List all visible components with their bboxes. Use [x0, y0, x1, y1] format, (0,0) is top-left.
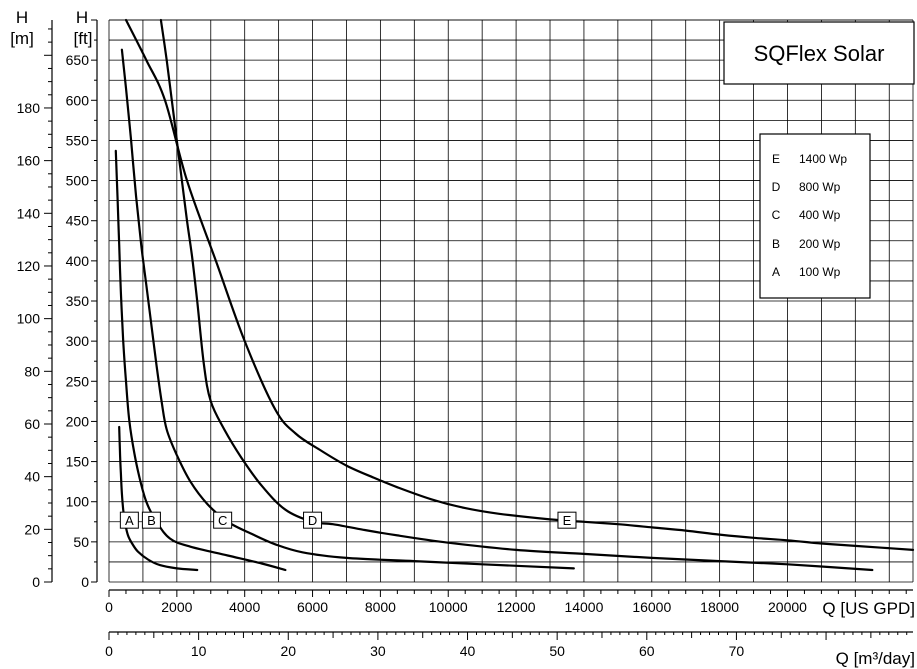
- y-axis-m-tick-label: 100: [17, 311, 41, 327]
- curve-label-box: [557, 511, 577, 529]
- x-axis-m3-tick-label: 10: [191, 643, 207, 659]
- x-axis-m3-tick-label: 70: [729, 643, 745, 659]
- legend-entry: D 800 Wp: [772, 180, 841, 194]
- curve-label-c: C: [218, 513, 227, 528]
- y-axis-ft-tick-label: 550: [66, 132, 90, 148]
- curve-d: [159, 18, 874, 572]
- x-axis-gpd-tick-label: 14000: [564, 599, 603, 615]
- y-axis-m-tick-label: 80: [24, 363, 40, 379]
- y-axis-m-tick-label: 0: [32, 574, 40, 590]
- curve-a: [118, 425, 199, 572]
- y-axis-ft-tick-label: 450: [66, 213, 90, 229]
- y-axis-ft-tick-label: 300: [66, 333, 90, 349]
- y-axis-m-tick-label: 160: [17, 153, 41, 169]
- curve-label-box: [213, 511, 233, 529]
- curve-label-b: B: [147, 513, 156, 528]
- x-axis-m3-tick-label: 60: [639, 643, 655, 659]
- legend-key: E: [772, 152, 780, 166]
- y-axis-ft-tick-label: 100: [66, 494, 90, 510]
- y-axis-ft-tick-label: 200: [66, 413, 90, 429]
- x-axis-m3-tick-label: 50: [549, 643, 565, 659]
- chart-title: SQFlex Solar: [754, 41, 885, 66]
- axes: 0501001502002503003504004505005506006500…: [17, 19, 913, 659]
- legend: E 1400 Wp D 800 Wp C 400 Wp B 200 Wp A 1…: [759, 133, 871, 299]
- y-axis-ft-tick-label: 350: [66, 293, 90, 309]
- y-axis-m-tick-label: 60: [24, 416, 40, 432]
- x-axis-m3-tick-label: 20: [280, 643, 296, 659]
- y-axis-ft-tick-label: 600: [66, 92, 90, 108]
- y-axis-ft-title-unit: [ft]: [74, 29, 93, 48]
- x-axis-gpd-tick-label: 18000: [700, 599, 739, 615]
- curve-label-d: D: [308, 513, 317, 528]
- x-axis-m3-title: Q [m³/day]: [836, 649, 915, 668]
- x-axis-gpd-tick-label: 20000: [768, 599, 807, 615]
- y-axis-m-title-h: H: [16, 8, 28, 27]
- x-axis-gpd-tick-label: 0: [105, 599, 113, 615]
- x-axis-gpd-tick-label: 6000: [297, 599, 328, 615]
- x-axis-gpd-tick-label: 2000: [161, 599, 192, 615]
- legend-key: D: [772, 180, 781, 194]
- curve-label-a: A: [125, 513, 134, 528]
- curve-label-box: [119, 511, 139, 529]
- y-axis-ft-tick-label: 0: [81, 574, 89, 590]
- x-axis-m3-tick-label: 30: [370, 643, 386, 659]
- curve-label-box: [303, 511, 323, 529]
- curve-label-e: E: [563, 513, 572, 528]
- legend-value: 100 Wp: [799, 265, 841, 279]
- legend-entry: C 400 Wp: [772, 208, 841, 222]
- y-axis-ft-tick-label: 400: [66, 253, 90, 269]
- legend-value: 400 Wp: [799, 208, 841, 222]
- curve-b: [114, 149, 287, 572]
- y-axis-ft-tick-label: 150: [66, 454, 90, 470]
- y-axis-ft-tick-label: 250: [66, 373, 90, 389]
- curve-c: [120, 48, 575, 570]
- legend-entry: E 1400 Wp: [772, 152, 847, 166]
- y-axis-ft-tick-label: 50: [73, 534, 89, 550]
- legend-key: C: [772, 208, 781, 222]
- x-axis-gpd-tick-label: 10000: [429, 599, 468, 615]
- y-axis-m-tick-label: 120: [17, 258, 41, 274]
- chart-title-box: SQFlex Solar: [723, 21, 915, 85]
- legend-entry: A 100 Wp: [772, 265, 841, 279]
- y-axis-ft-tick-label: 650: [66, 52, 90, 68]
- legend-key: B: [772, 237, 780, 251]
- y-axis-m-tick-label: 40: [24, 469, 40, 485]
- legend-value: 1400 Wp: [799, 152, 847, 166]
- x-axis-m3-tick-label: 0: [105, 643, 113, 659]
- curve-label-box: [141, 511, 161, 529]
- x-axis-gpd-tick-label: 8000: [365, 599, 396, 615]
- legend-entry: B 200 Wp: [772, 237, 841, 251]
- chart-title-frame: [723, 21, 915, 85]
- legend-value: 200 Wp: [799, 237, 841, 251]
- x-axis-gpd-tick-label: 4000: [229, 599, 260, 615]
- x-axis-gpd-title: Q [US GPD]: [822, 599, 915, 618]
- y-axis-ft-title-h: H: [76, 8, 88, 27]
- y-axis-ft-tick-label: 500: [66, 173, 90, 189]
- x-axis-m3-tick-label: 40: [460, 643, 476, 659]
- curve-e: [124, 18, 915, 551]
- legend-frame: [759, 133, 871, 299]
- y-axis-m-tick-label: 20: [24, 521, 40, 537]
- x-axis-gpd-tick-label: 12000: [497, 599, 536, 615]
- x-axis-gpd-tick-label: 16000: [632, 599, 671, 615]
- legend-key: A: [772, 265, 780, 279]
- y-axis-m-title-unit: [m]: [10, 29, 34, 48]
- y-axis-m-tick-label: 180: [17, 100, 41, 116]
- legend-value: 800 Wp: [799, 180, 841, 194]
- y-axis-m-tick-label: 140: [17, 205, 41, 221]
